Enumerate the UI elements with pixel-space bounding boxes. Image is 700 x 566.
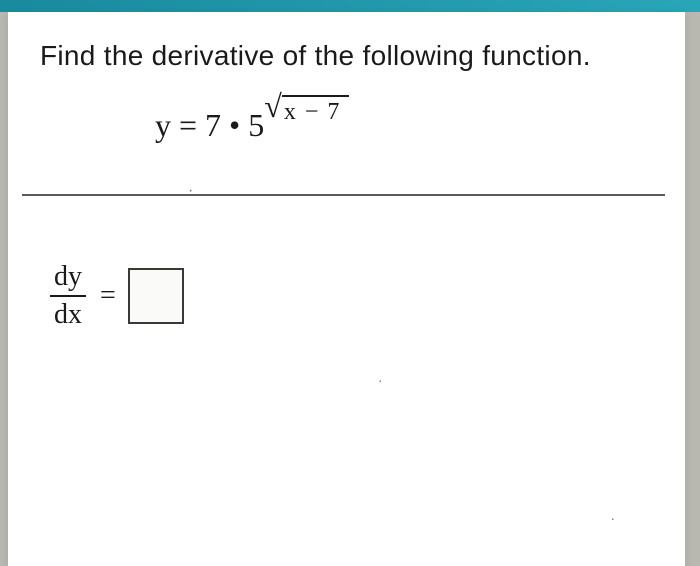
derivative-fraction: dy dx [50, 261, 86, 331]
answer-input-box[interactable] [128, 268, 184, 324]
lhs-var: y [155, 107, 171, 143]
answer-equals: = [100, 280, 116, 312]
dot-operator: • [229, 107, 240, 143]
artifact-spot: · [378, 372, 383, 388]
artifact-spot: · [188, 182, 193, 200]
equation-area: y = 7 • 5 √ x − 7 [40, 107, 653, 194]
question-panel: Find the derivative of the following fun… [8, 12, 685, 566]
sqrt: √ x − 7 [264, 94, 349, 126]
instruction-text: Find the derivative of the following fun… [40, 40, 653, 72]
coefficient: 7 [205, 107, 221, 143]
answer-area: dy dx = [40, 196, 653, 331]
derivative-numerator: dy [50, 261, 86, 295]
radicand: x − 7 [282, 95, 349, 126]
exponent: √ x − 7 [264, 94, 349, 126]
radical-symbol: √ [264, 90, 282, 122]
equals-sign: = [179, 107, 205, 143]
window-top-bar [0, 0, 700, 12]
artifact-spot: · [610, 510, 615, 526]
equation: y = 7 • 5 √ x − 7 [155, 107, 349, 144]
equation-lhs: y = 7 • 5 [155, 107, 264, 144]
derivative-denominator: dx [50, 297, 86, 331]
exp-base: 5 [248, 107, 264, 143]
